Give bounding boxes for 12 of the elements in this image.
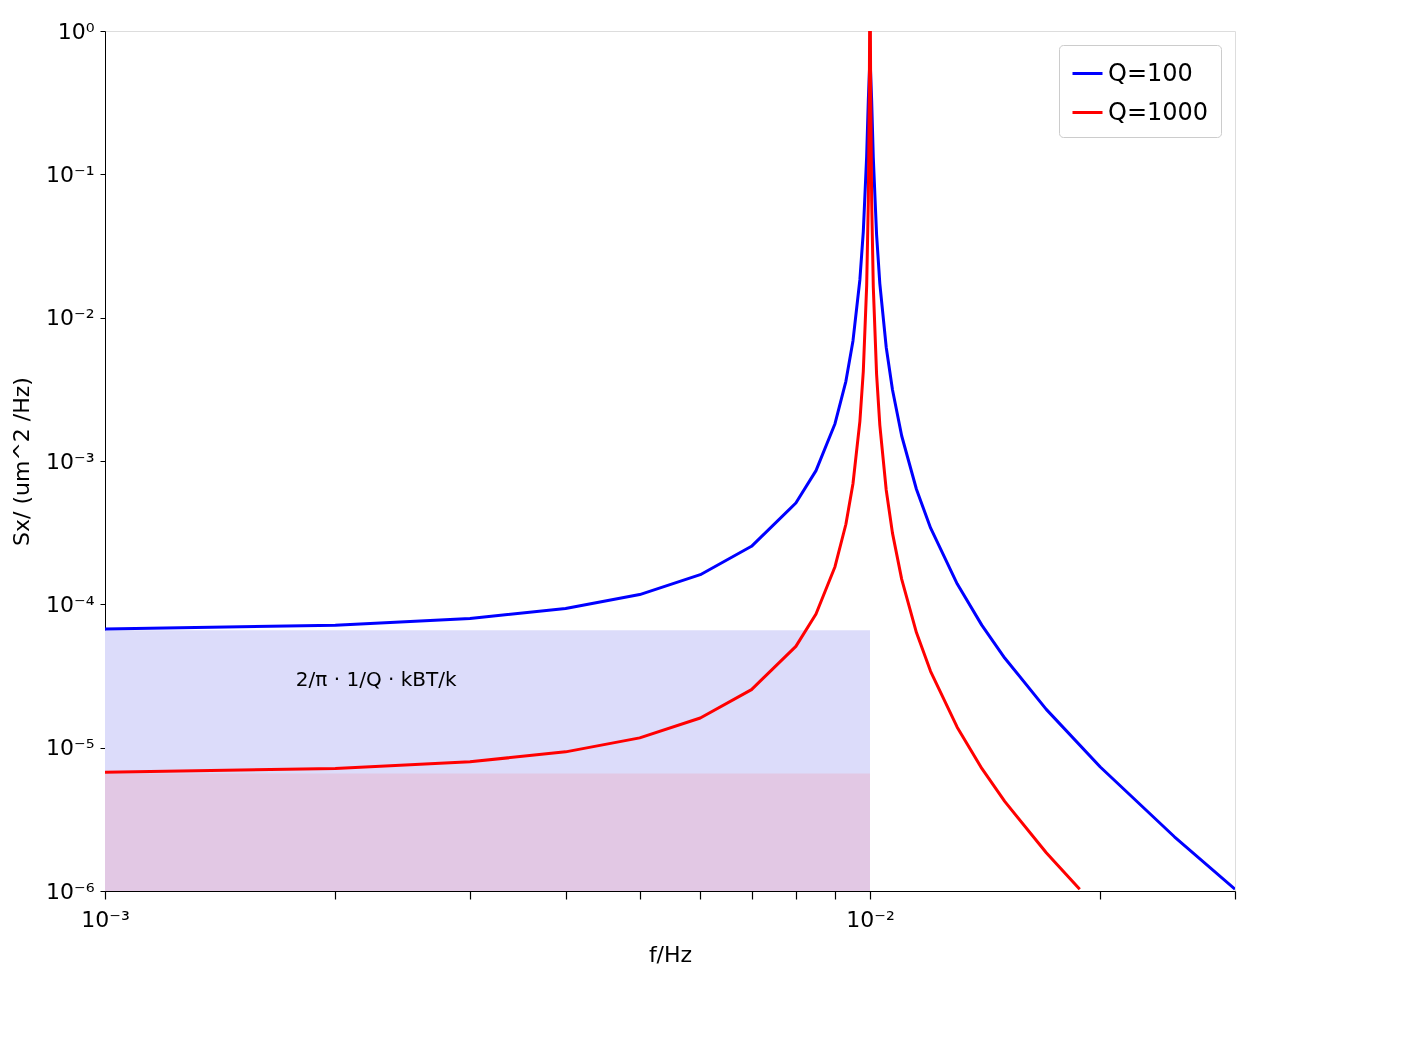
y-tick-label: 10⁻⁶ bbox=[46, 878, 95, 904]
y-tick-label: 10⁻⁴ bbox=[46, 591, 95, 617]
legend-label: Q=100 bbox=[1108, 58, 1193, 87]
legend-label: Q=1000 bbox=[1108, 97, 1209, 126]
y-tick-label: 10⁻³ bbox=[46, 448, 95, 474]
y-tick-label: 10⁻² bbox=[46, 305, 95, 331]
annotation: 2/π · 1/Q · kBT/k bbox=[295, 667, 457, 692]
x-axis-title: f/Hz bbox=[648, 941, 693, 967]
y-tick-label: 10⁻⁵ bbox=[46, 735, 95, 761]
y-tick-label: 10⁻¹ bbox=[46, 161, 95, 187]
y-tick-label: 10⁰ bbox=[57, 18, 95, 44]
y-axis-title: Sx/ (um^2 /Hz) bbox=[9, 377, 35, 546]
